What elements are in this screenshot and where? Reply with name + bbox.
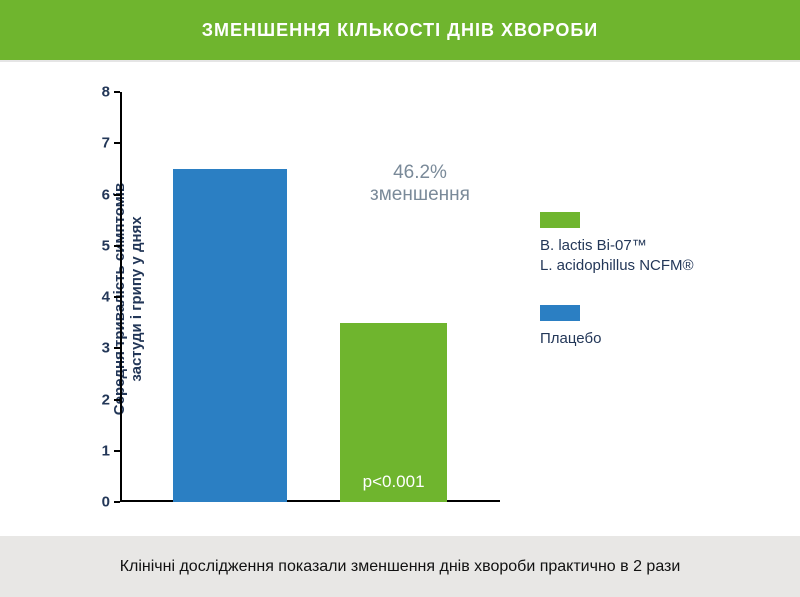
legend-label: B. lactis Bi-07™L. acidophillus NCFM® — [540, 236, 760, 275]
y-tick-mark — [114, 501, 120, 503]
chart-container: ЗМЕНШЕННЯ КІЛЬКОСТІ ДНІВ ХВОРОБИ Середня… — [0, 0, 800, 597]
reduction-word: зменшення — [340, 184, 500, 206]
y-tick-mark — [114, 347, 120, 349]
bar — [173, 169, 287, 502]
y-tick-mark — [114, 142, 120, 144]
legend: B. lactis Bi-07™L. acidophillus NCFM® Пла… — [540, 212, 760, 379]
legend-label: Плацебо — [540, 329, 760, 349]
reduction-annotation: 46.2% зменшення — [340, 162, 500, 206]
footer-text: Клінічні дослідження показали зменшення … — [120, 558, 681, 576]
y-tick-mark — [114, 91, 120, 93]
y-tick-mark — [114, 450, 120, 452]
bar: p<0.001 — [340, 323, 446, 502]
y-axis-line — [120, 92, 122, 502]
header-title: ЗМЕНШЕННЯ КІЛЬКОСТІ ДНІВ ХВОРОБИ — [202, 20, 598, 41]
y-tick-mark — [114, 296, 120, 298]
y-tick-mark — [114, 194, 120, 196]
footer-bar: Клінічні дослідження показали зменшення … — [0, 536, 800, 597]
bar-p-value: p<0.001 — [340, 472, 446, 492]
legend-item: Плацебо — [540, 305, 760, 349]
legend-swatch — [540, 212, 580, 228]
legend-swatch — [540, 305, 580, 321]
chart-zone: Середня тривалість симптомівзастуди і гр… — [0, 62, 800, 536]
y-tick-mark — [114, 399, 120, 401]
legend-item: B. lactis Bi-07™L. acidophillus NCFM® — [540, 212, 760, 275]
y-tick-mark — [114, 245, 120, 247]
header-bar: ЗМЕНШЕННЯ КІЛЬКОСТІ ДНІВ ХВОРОБИ — [0, 0, 800, 60]
reduction-percent: 46.2% — [340, 162, 500, 184]
plot-area: 012345678p<0.001 — [120, 92, 500, 502]
